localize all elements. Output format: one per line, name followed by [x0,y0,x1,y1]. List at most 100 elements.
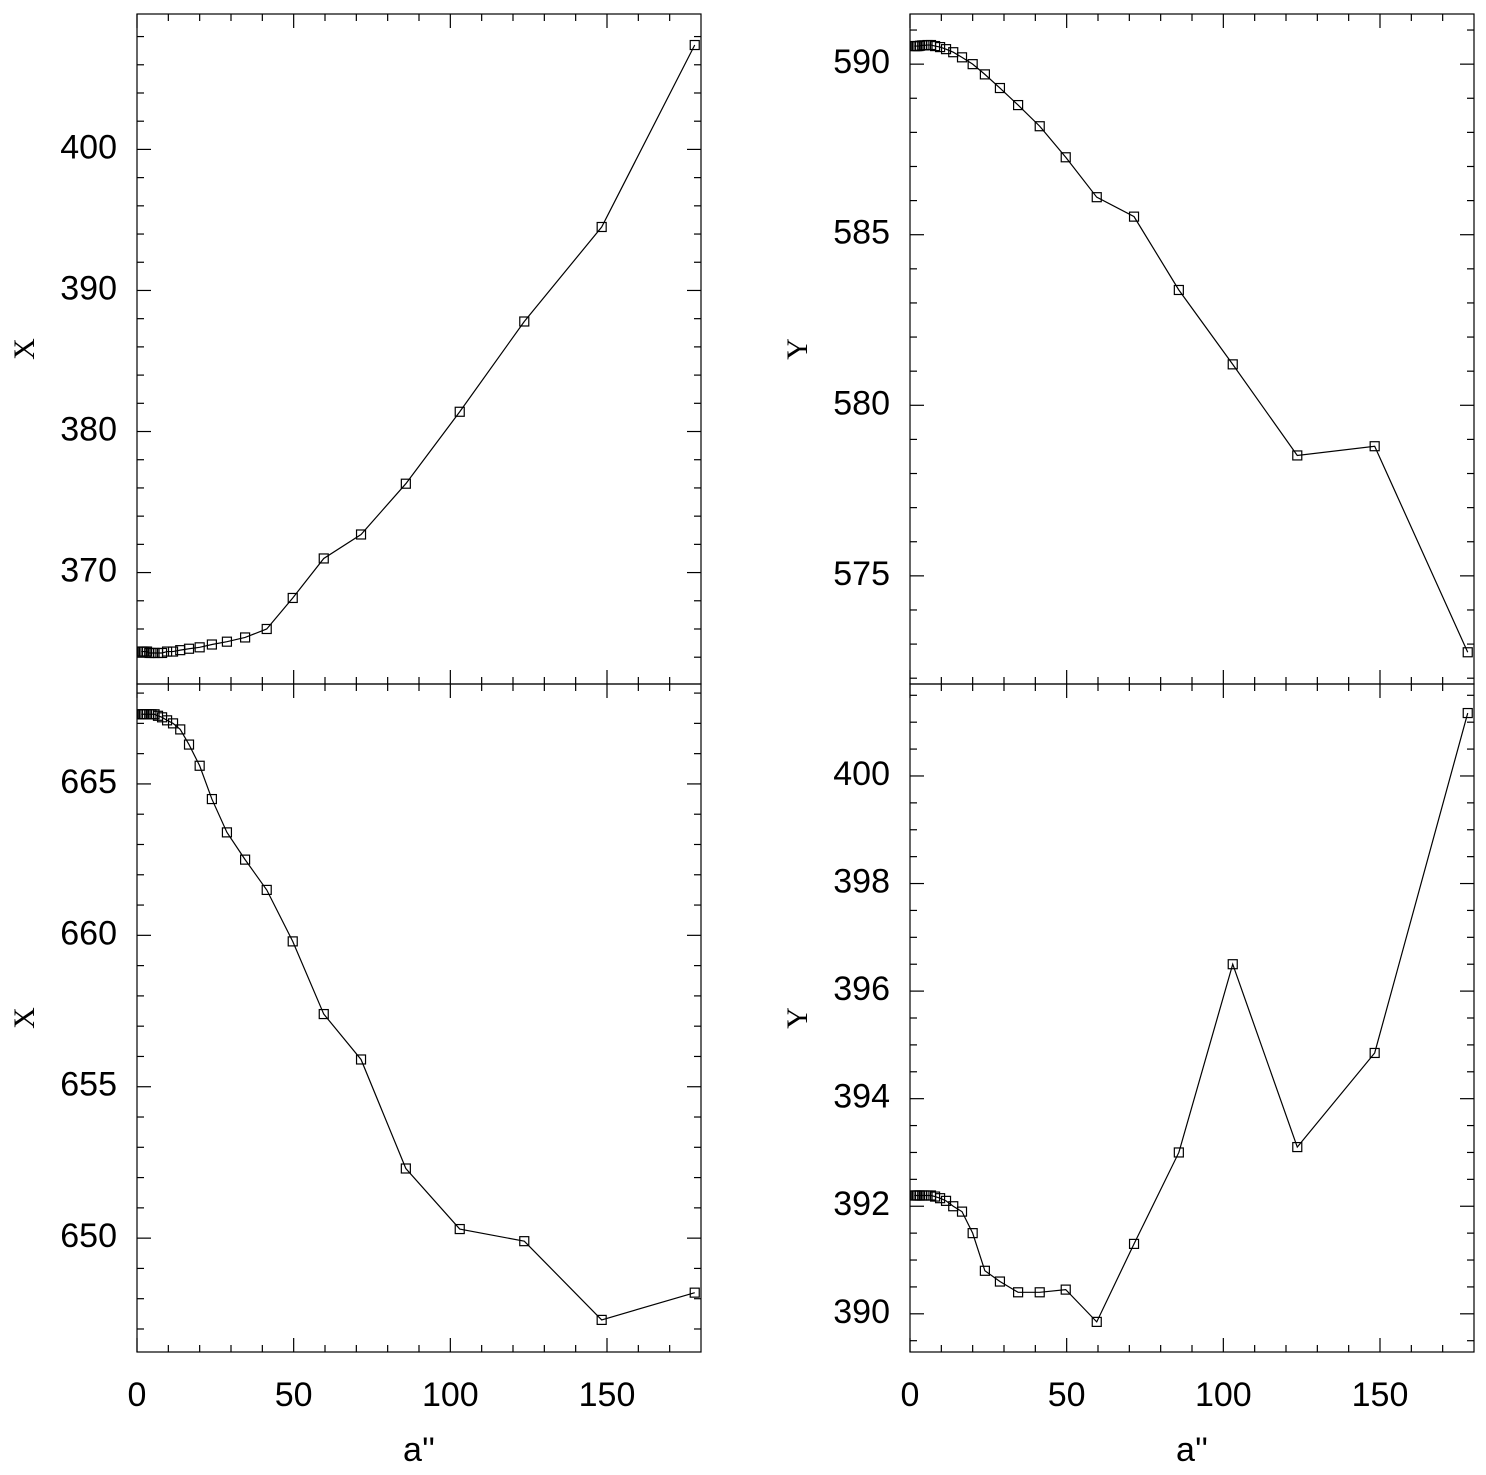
marker [934,41,946,53]
marker [167,646,179,657]
y-tick-label: 660 [60,914,117,952]
marker [1292,450,1303,461]
marker [994,1276,1006,1287]
marker [1173,284,1184,296]
y-tick-label: 580 [833,384,890,422]
marker [1173,1147,1184,1158]
y-axis-label: X [8,338,41,360]
y-tick-label: 398 [833,863,890,901]
y-tick-label: 390 [60,269,117,307]
marker [1369,441,1380,452]
marker [454,406,465,417]
marker [355,529,367,540]
marker [1462,647,1473,658]
marker [994,82,1006,94]
x-tick-label: 0 [901,1376,920,1414]
x-tick-label: 50 [275,1376,313,1414]
marker [519,316,530,327]
marker [1012,99,1024,111]
marker [1292,1141,1303,1153]
series-line [914,712,1469,1323]
marker [1034,1287,1045,1298]
marker [355,1054,367,1065]
marker [318,1008,329,1020]
marker [1227,959,1238,970]
marker [979,1265,990,1276]
marker [948,47,959,58]
x-axis-label: a'' [1176,1431,1208,1469]
x-tick-label: 100 [422,1376,479,1414]
marker [967,1228,978,1239]
marker [1462,707,1473,719]
marker [1369,1047,1380,1059]
y-tick-label: 655 [60,1066,117,1104]
marker [1091,1316,1102,1327]
x-tick-label: 50 [1048,1376,1086,1414]
marker [287,592,298,604]
marker [287,936,298,947]
marker [956,52,968,63]
x-tick-label: 0 [128,1376,147,1414]
marker [689,1287,700,1298]
y-tick-label: 665 [60,763,117,801]
x-tick-label: 150 [579,1376,636,1414]
marker [940,1195,952,1206]
y-tick-label: 590 [833,43,890,81]
marker [221,636,233,647]
plot-frame [136,13,702,685]
marker [175,724,186,735]
y-axis-label: Y [781,1007,814,1029]
marker [240,854,251,865]
plot-frame [136,683,702,1353]
marker [689,39,700,51]
y-tick-label: 400 [833,755,890,793]
marker [167,718,179,729]
marker [1034,121,1045,132]
y-axis-label: Y [781,338,814,360]
x-tick-label: 100 [1195,1376,1252,1414]
marker [1060,1284,1071,1295]
y-tick-label: 370 [60,552,117,590]
y-tick-label: 585 [833,214,890,252]
marker [261,623,272,635]
marker [1227,359,1238,370]
marker [934,1193,946,1204]
marker [1128,1238,1140,1249]
y-tick-label: 392 [833,1185,890,1223]
y-axis-label: X [8,1007,41,1029]
y-tick-label: 400 [60,128,117,166]
marker [206,793,217,805]
series-line [141,44,696,654]
marker [1091,192,1102,203]
y-tick-label: 380 [60,411,117,449]
marker [194,642,205,653]
marker [261,884,272,896]
marker [596,1314,607,1326]
marker [596,221,607,233]
y-tick-label: 575 [833,555,890,593]
x-tick-label: 150 [1352,1376,1409,1414]
marker [519,1236,530,1247]
marker [1060,152,1071,163]
marker [967,59,978,70]
marker [183,643,195,654]
marker [454,1223,465,1235]
marker [400,478,411,489]
y-tick-label: 396 [833,970,890,1008]
y-tick-label: 390 [833,1293,890,1331]
marker [318,553,329,564]
marker [161,646,173,657]
series-line [914,44,1469,653]
marker [161,715,173,726]
series-line [141,713,695,1321]
x-axis-label: a'' [403,1431,435,1469]
marker [948,1201,959,1212]
y-tick-label: 650 [60,1217,117,1255]
y-tick-label: 394 [833,1078,890,1116]
marker [400,1163,411,1174]
marker [221,827,233,838]
marker [1128,211,1140,222]
marker [956,1206,968,1217]
plot-frame [909,13,1475,685]
